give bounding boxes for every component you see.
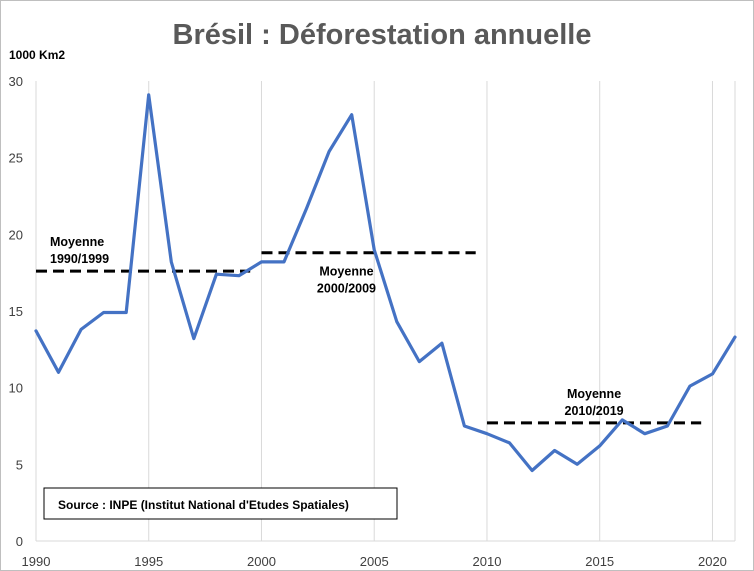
data-point (553, 449, 556, 452)
data-point (192, 337, 196, 340)
average-label-title: Moyenne (50, 235, 104, 249)
y-tick-label: 30 (9, 74, 23, 89)
data-point (688, 384, 692, 388)
x-axis-ticks: 1990 1995 2000 2005 2010 2015 2020 (22, 554, 727, 569)
series-line-deforestation (34, 93, 737, 473)
data-point (237, 274, 241, 277)
x-tick-label: 2010 (473, 554, 502, 569)
data-point (598, 444, 601, 448)
gridlines (35, 81, 736, 541)
x-tick-label: 1990 (22, 554, 51, 569)
data-point (485, 432, 489, 435)
data-point (260, 260, 263, 264)
y-axis-ticks: 0 5 10 15 20 25 30 (9, 74, 23, 549)
data-point (508, 441, 511, 445)
source-annotation-box: Source : INPE (Institut National d'Etude… (43, 487, 398, 520)
data-point (621, 418, 624, 422)
data-point (373, 248, 376, 251)
data-point (57, 371, 60, 374)
y-tick-label: 10 (9, 381, 23, 396)
data-point (395, 320, 398, 323)
data-point (418, 360, 421, 363)
average-label-title: Moyenne (567, 387, 621, 401)
y-tick-label: 5 (16, 457, 23, 472)
average-lines: Moyenne 1990/1999 Moyenne 2000/2009 Moyenne 2… (36, 235, 702, 425)
data-point (79, 328, 83, 331)
data-point (643, 432, 647, 435)
chart-title: Brésil : Déforestation annuelle (173, 19, 592, 51)
data-point (530, 469, 534, 472)
x-tick-label: 2020 (698, 554, 727, 569)
x-tick-label: 1995 (134, 554, 163, 569)
data-point (711, 372, 714, 376)
average-label-period: 2000/2009 (317, 282, 376, 296)
source-annotation: Source : INPE (Institut National d'Etude… (58, 498, 349, 512)
data-point (350, 113, 353, 116)
data-point (733, 335, 737, 339)
average-label-period: 1990/1999 (50, 252, 109, 266)
data-point (147, 93, 150, 97)
x-tick-label: 2000 (247, 554, 276, 569)
data-point (440, 342, 444, 345)
y-tick-label: 15 (9, 304, 23, 319)
data-point (575, 463, 579, 466)
data-point (282, 260, 286, 264)
y-tick-label: 20 (9, 227, 23, 242)
x-tick-label: 2015 (585, 554, 614, 569)
x-tick-label: 2005 (360, 554, 389, 569)
data-point (215, 273, 218, 276)
y-tick-label: 0 (16, 534, 23, 549)
y-tick-label: 25 (9, 151, 23, 166)
series-group (34, 93, 737, 473)
data-point (102, 311, 105, 314)
data-point (463, 424, 466, 428)
average-label-title: Moyenne (319, 265, 373, 279)
data-point (305, 207, 308, 210)
data-point (170, 260, 173, 264)
average-label-period: 2010/2019 (565, 404, 624, 418)
data-point (327, 150, 331, 153)
data-point (666, 424, 669, 428)
data-point (124, 311, 128, 314)
y-axis-unit-label: 1000 Km2 (9, 48, 65, 62)
data-point (34, 329, 38, 333)
